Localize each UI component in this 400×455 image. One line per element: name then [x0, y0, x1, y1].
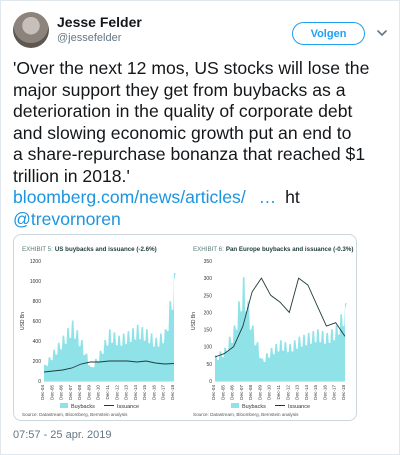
- tweet-line: major support they get from buybacks as …: [13, 79, 346, 100]
- tweet-text: 'Over the next 12 mos, US stocks will lo…: [13, 58, 393, 230]
- x-tick-label: Dec-11: [276, 385, 281, 400]
- y-axis-label: USD Bn: [20, 312, 26, 330]
- buybacks-area: [215, 277, 347, 381]
- chart-title: US buybacks and issuance (-2.6%): [55, 246, 157, 253]
- x-tick-label: Dec-06: [230, 385, 235, 400]
- tweet-line: trillion in 2018.': [13, 165, 130, 186]
- y-tick-label: 300: [204, 276, 213, 282]
- legend-label-issuance: Issuance: [288, 404, 310, 410]
- x-tick-label: Dec-10: [96, 385, 101, 400]
- y-tick-label: 50: [206, 362, 212, 368]
- y-tick-label: 600: [33, 319, 42, 325]
- chart-europe-buybacks: EXHIBIT 6: Pan Europe buybacks and issuan…: [191, 246, 353, 417]
- legend-label-buybacks: Buybacks: [71, 404, 95, 410]
- y-tick-label: 800: [33, 299, 42, 305]
- y-tick-label: 200: [204, 310, 213, 316]
- x-tick-label: Dec-04: [211, 385, 216, 400]
- x-tick-label: Dec-05: [220, 385, 225, 400]
- legend-swatch-buybacks: [60, 403, 68, 408]
- y-tick-label: 150: [204, 328, 213, 334]
- chart-source: Source: Datastream, Bloomberg, Bernstein…: [193, 412, 299, 417]
- chart-exhibit: EXHIBIT 5:: [22, 246, 53, 253]
- x-tick-label: Dec-17: [161, 385, 166, 400]
- y-tick-label: 1200: [30, 259, 41, 265]
- x-tick-label: Dec-08: [77, 385, 82, 400]
- x-tick-label: Dec-08: [248, 385, 253, 400]
- chart-source: Source: Datastream, Bloomberg, Bernstein…: [22, 412, 128, 417]
- tweet-line: bloomberg.com/news/articles/ … ht: [13, 187, 393, 209]
- x-tick-label: Dec-15: [142, 385, 147, 400]
- x-tick-label: Dec-10: [267, 385, 272, 400]
- y-tick-label: 350: [204, 259, 213, 265]
- tweet-line: deterioration in the quality of corporat…: [13, 101, 353, 121]
- mention-link[interactable]: @trevornoren: [13, 208, 121, 229]
- x-tick-label: Dec-18: [170, 385, 175, 400]
- hat-tip: ht: [285, 187, 300, 207]
- x-tick-label: Dec-06: [59, 385, 64, 400]
- tweet-line: a share-repurchase bonanza that reached …: [13, 144, 366, 164]
- x-tick-label: Dec-12: [114, 385, 119, 400]
- x-tick-label: Dec-07: [68, 385, 73, 400]
- y-axis-label: USD Bn: [191, 312, 197, 330]
- x-tick-label: Dec-14: [133, 385, 138, 400]
- avatar[interactable]: [13, 12, 49, 48]
- x-tick-label: Dec-09: [86, 385, 91, 400]
- follow-button[interactable]: Volgen: [292, 22, 365, 45]
- buybacks-area: [44, 273, 176, 381]
- y-tick-label: 0: [38, 379, 41, 385]
- y-tick-label: 0: [209, 379, 212, 385]
- x-tick-label: Dec-09: [257, 385, 262, 400]
- x-tick-label: Dec-17: [332, 385, 337, 400]
- x-tick-label: Dec-07: [239, 385, 244, 400]
- chart-header: EXHIBIT 5: US buybacks and issuance (-2.6…: [22, 246, 157, 253]
- y-tick-label: 400: [33, 339, 42, 345]
- chart-exhibit: EXHIBIT 6:: [193, 246, 224, 253]
- author-name[interactable]: Jesse Felder: [57, 14, 142, 30]
- tweet-timestamp[interactable]: 07:57 - 25 apr. 2019: [13, 429, 112, 441]
- chart-header: EXHIBIT 6: Pan Europe buybacks and issuan…: [193, 246, 353, 253]
- issuance-line: [214, 277, 346, 358]
- x-tick-label: Dec-13: [124, 385, 129, 400]
- article-link[interactable]: bloomberg.com/news/articles/: [13, 187, 246, 207]
- legend-label-buybacks: Buybacks: [242, 404, 266, 410]
- x-tick-label: Dec-13: [295, 385, 300, 400]
- x-tick-label: Dec-05: [49, 385, 54, 400]
- x-tick-label: Dec-16: [151, 385, 156, 400]
- chart-title: Pan Europe buybacks and issuance (-0.3%): [226, 246, 354, 253]
- x-tick-label: Dec-14: [304, 385, 309, 400]
- x-tick-label: Dec-11: [105, 385, 110, 400]
- link-ellipsis[interactable]: …: [258, 187, 277, 207]
- chevron-down-icon[interactable]: [375, 26, 389, 40]
- tweet-line: 'Over the next 12 mos, US stocks will lo…: [13, 58, 370, 78]
- y-tick-label: 250: [204, 293, 213, 299]
- x-tick-label: Dec-18: [341, 385, 346, 400]
- x-tick-label: Dec-16: [322, 385, 327, 400]
- issuance-line: [43, 360, 175, 373]
- y-tick-label: 200: [33, 359, 42, 365]
- tweet-line: and slowing economic growth put an end t…: [13, 122, 352, 143]
- author-handle[interactable]: @jessefelder: [57, 32, 122, 44]
- y-tick-label: 1000: [30, 279, 41, 285]
- x-tick-label: Dec-04: [40, 385, 45, 400]
- x-tick-label: Dec-15: [313, 385, 318, 400]
- x-tick-label: Dec-12: [285, 385, 290, 400]
- legend-label-issuance: Issuance: [117, 404, 139, 410]
- tweet-media[interactable]: EXHIBIT 5: US buybacks and issuance (-2.6…: [13, 234, 357, 421]
- y-tick-label: 100: [204, 345, 213, 351]
- legend-swatch-buybacks: [231, 403, 239, 408]
- chart-us-buybacks: EXHIBIT 5: US buybacks and issuance (-2.6…: [20, 246, 176, 417]
